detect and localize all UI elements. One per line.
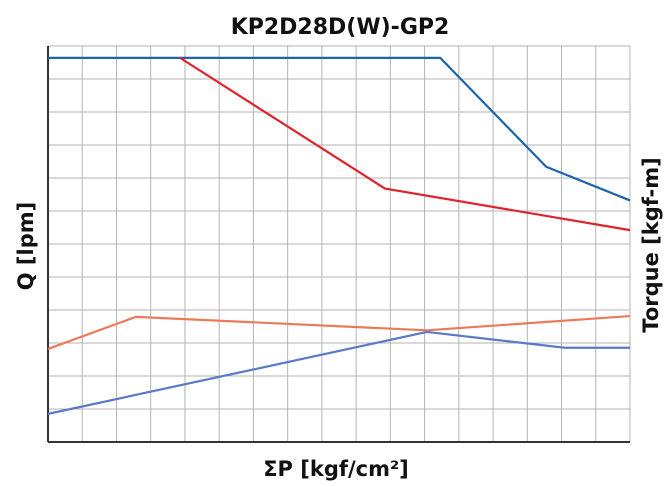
axes: [47, 46, 630, 443]
chart-title: KP2D28D(W)-GP2: [231, 15, 450, 40]
x-axis-label: ΣP [kgf/cm²]: [263, 457, 409, 481]
y-axis-label: Q [lpm]: [14, 202, 38, 290]
series-line-3: [47, 314, 631, 350]
y2-axis-label: Torque [kgf-m]: [639, 157, 663, 332]
series: [47, 56, 631, 415]
series-line-2: [179, 56, 631, 232]
series-line-1: [48, 56, 631, 202]
series-line-4: [47, 330, 630, 415]
grid: [47, 45, 631, 443]
